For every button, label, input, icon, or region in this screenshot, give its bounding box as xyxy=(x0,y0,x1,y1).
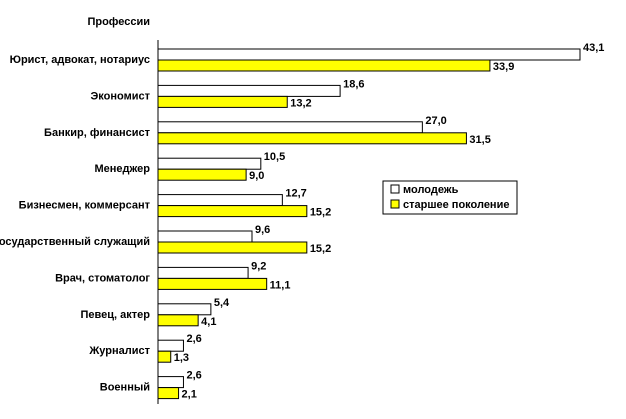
data-label: 1,3 xyxy=(174,352,189,364)
data-label: 4,1 xyxy=(201,316,216,328)
bar-older-generation xyxy=(157,205,308,218)
category-label: Певец, актер xyxy=(81,309,151,321)
data-label: 11,1 xyxy=(270,279,291,291)
category-label: Юрист, адвокат, нотариус xyxy=(10,54,150,66)
data-label: 9,0 xyxy=(249,170,264,182)
data-label: 13,2 xyxy=(290,97,311,109)
legend-frame xyxy=(382,180,518,215)
category-label: Экономист xyxy=(90,90,150,102)
category-label: Бизнесмен, коммерсант xyxy=(19,200,151,212)
bar-older-generation xyxy=(157,59,491,72)
data-label: 33,9 xyxy=(493,61,514,73)
data-label: 2,6 xyxy=(186,333,201,345)
bar-older-generation xyxy=(157,132,467,145)
bar-youth xyxy=(157,339,184,352)
bar-youth xyxy=(157,48,581,61)
bar-older-generation xyxy=(157,168,247,181)
category-header: Профессии xyxy=(87,16,150,28)
data-label: 43,1 xyxy=(583,42,604,54)
legend-swatch-youth xyxy=(390,184,400,194)
category-label: Государственный служащий xyxy=(0,236,150,248)
bar-older-generation xyxy=(157,314,199,327)
category-label: Менеджер xyxy=(94,163,150,175)
category-label: Журналист xyxy=(88,345,150,357)
data-label: 5,4 xyxy=(214,297,230,309)
bar-youth xyxy=(157,266,249,279)
data-label: 10,5 xyxy=(264,151,285,163)
bar-older-generation xyxy=(157,95,288,108)
data-label: 27,0 xyxy=(425,115,446,127)
bar-older-generation xyxy=(157,241,308,254)
legend-swatch-older xyxy=(390,199,400,209)
category-label: Военный xyxy=(100,382,150,394)
category-label: Банкир, финансист xyxy=(44,127,151,139)
bar-youth xyxy=(157,84,341,97)
data-label: 18,6 xyxy=(343,78,364,90)
data-label: 15,2 xyxy=(310,243,331,255)
bar-youth xyxy=(157,303,212,316)
data-label: 31,5 xyxy=(469,134,490,146)
bar-older-generation xyxy=(157,387,180,400)
bar-youth xyxy=(157,230,253,243)
data-label: 2,6 xyxy=(186,370,201,382)
data-label: 9,6 xyxy=(255,224,270,236)
bar-older-generation xyxy=(157,350,172,363)
bar-youth xyxy=(157,157,262,170)
category-label: Врач, стоматолог xyxy=(55,272,150,284)
data-label: 15,2 xyxy=(310,207,331,219)
bar-youth xyxy=(157,194,283,207)
legend-label-older: старшее поколение xyxy=(403,199,509,211)
bar-youth xyxy=(157,376,184,389)
legend-label-youth: молодежь xyxy=(403,184,459,196)
bar-older-generation xyxy=(157,277,268,290)
data-label: 12,7 xyxy=(285,188,306,200)
legend: молодежь старшее поколение xyxy=(382,180,518,215)
bar-youth xyxy=(157,121,423,134)
data-label: 2,1 xyxy=(182,389,197,401)
data-label: 9,2 xyxy=(251,260,266,272)
